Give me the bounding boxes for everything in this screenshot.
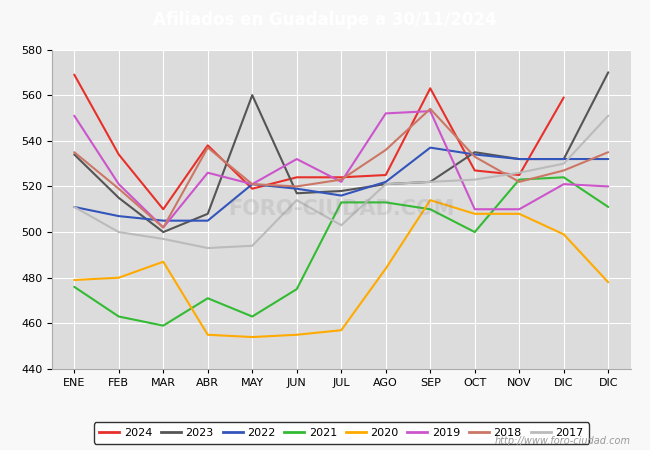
Text: http://www.foro-ciudad.com: http://www.foro-ciudad.com	[495, 436, 630, 446]
Legend: 2024, 2023, 2022, 2021, 2020, 2019, 2018, 2017: 2024, 2023, 2022, 2021, 2020, 2019, 2018…	[94, 423, 589, 444]
Text: Afiliados en Guadalupe a 30/11/2024: Afiliados en Guadalupe a 30/11/2024	[153, 11, 497, 29]
Text: FORO-CIUDAD.COM: FORO-CIUDAD.COM	[228, 199, 454, 219]
